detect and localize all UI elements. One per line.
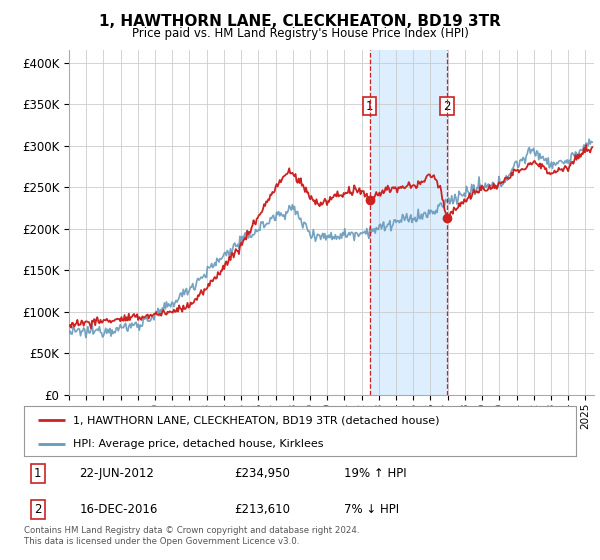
Text: Contains HM Land Registry data © Crown copyright and database right 2024.
This d: Contains HM Land Registry data © Crown c…	[24, 526, 359, 546]
Text: 1, HAWTHORN LANE, CLECKHEATON, BD19 3TR: 1, HAWTHORN LANE, CLECKHEATON, BD19 3TR	[99, 14, 501, 29]
Text: 7% ↓ HPI: 7% ↓ HPI	[344, 503, 399, 516]
Text: 16-DEC-2016: 16-DEC-2016	[79, 503, 158, 516]
Text: Price paid vs. HM Land Registry's House Price Index (HPI): Price paid vs. HM Land Registry's House …	[131, 27, 469, 40]
Text: HPI: Average price, detached house, Kirklees: HPI: Average price, detached house, Kirk…	[73, 439, 323, 449]
Text: 1: 1	[34, 467, 41, 480]
Text: £213,610: £213,610	[234, 503, 290, 516]
Text: 22-JUN-2012: 22-JUN-2012	[79, 467, 154, 480]
Bar	[370, 50, 447, 395]
Text: 19% ↑ HPI: 19% ↑ HPI	[344, 467, 407, 480]
Text: £234,950: £234,950	[234, 467, 290, 480]
Text: 2: 2	[443, 100, 451, 113]
Text: 1: 1	[366, 100, 373, 113]
Text: 1, HAWTHORN LANE, CLECKHEATON, BD19 3TR (detached house): 1, HAWTHORN LANE, CLECKHEATON, BD19 3TR …	[73, 415, 439, 425]
Text: 2: 2	[34, 503, 41, 516]
